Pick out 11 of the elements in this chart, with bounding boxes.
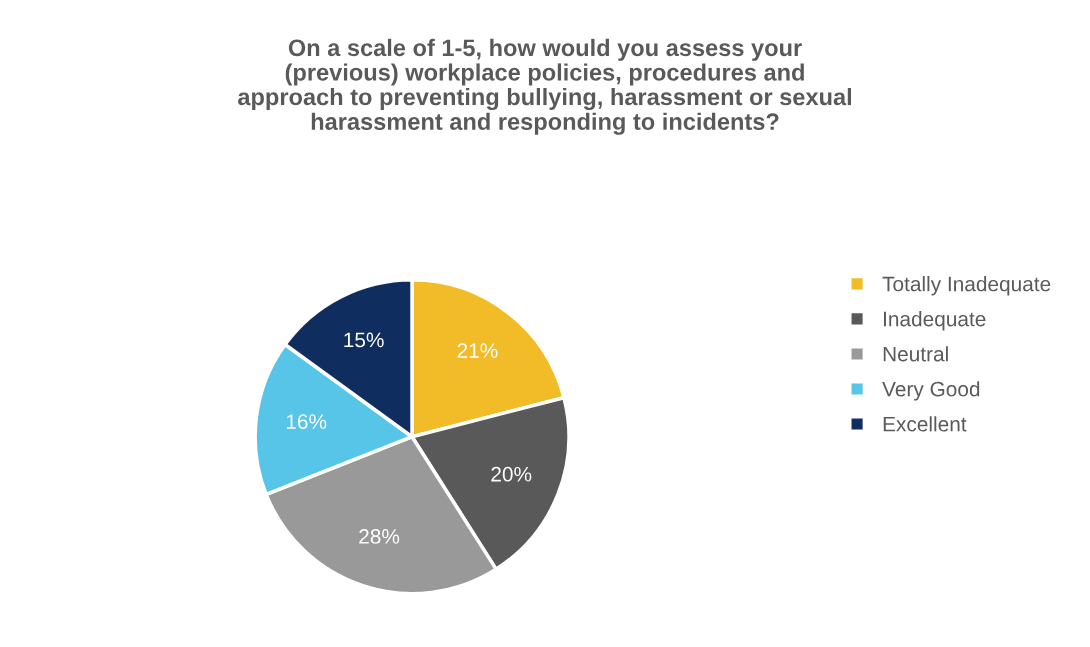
legend-label: Totally Inadequate xyxy=(882,276,1051,296)
data-label: 20% xyxy=(491,466,532,482)
data-label: 16% xyxy=(286,414,327,429)
chart-title: On a scale of 1-5, how would you assess your (previous) workplace policies, procedures and approach to preventing bullying, harassment or sexual harassment and responding to incidents? xyxy=(238,38,852,135)
data-label: 15% xyxy=(344,332,384,348)
legend-label: Neutral xyxy=(883,346,948,362)
data-label: 21% xyxy=(457,343,498,358)
data-label: 28% xyxy=(359,529,400,544)
legend-label: Excellent xyxy=(883,416,967,432)
legend-label: Very Good xyxy=(882,381,980,401)
legend-label: Inadequate xyxy=(884,311,986,331)
